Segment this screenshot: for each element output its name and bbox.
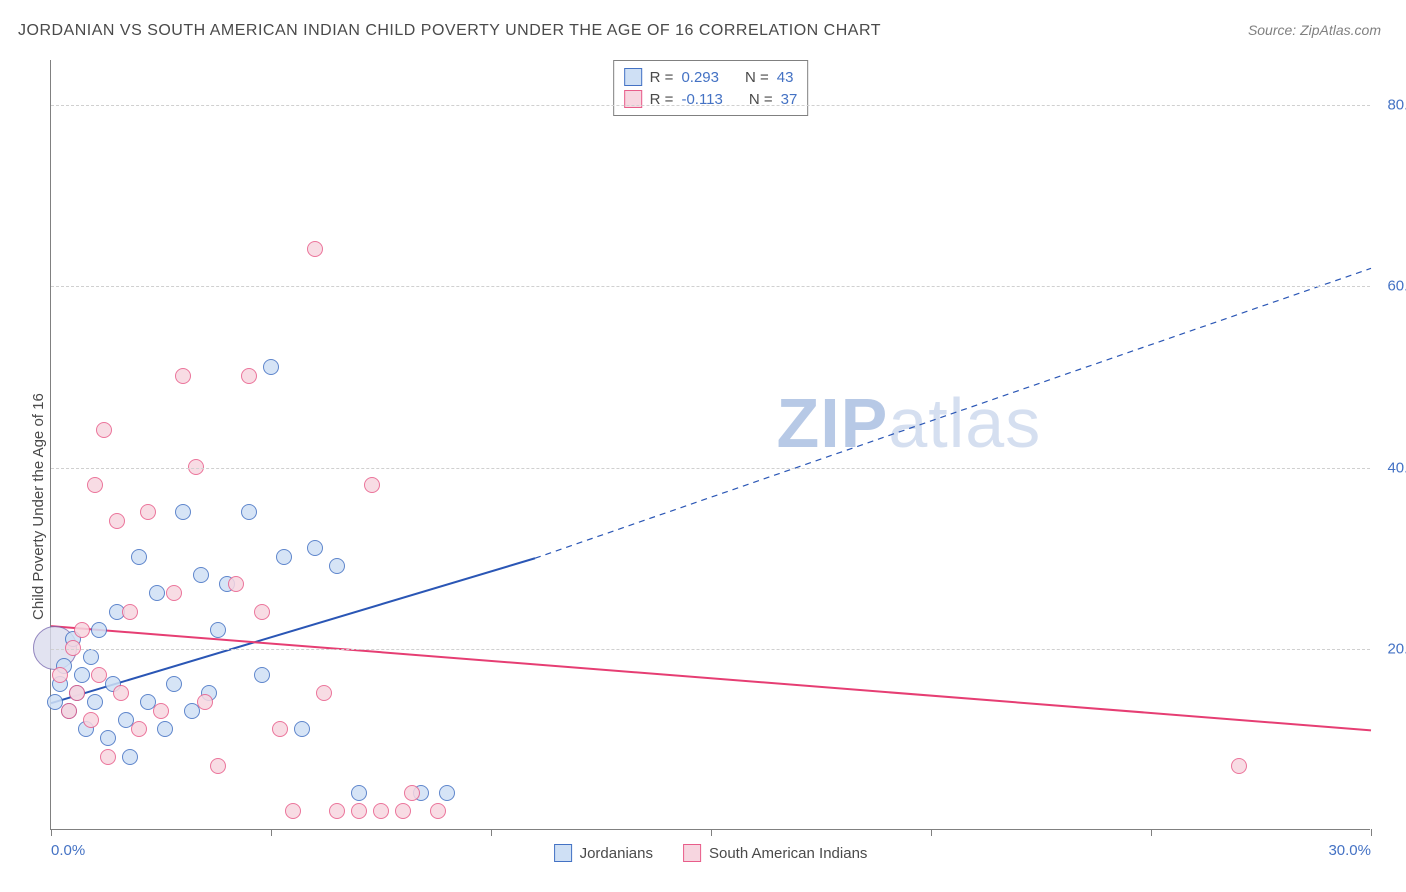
data-point-jordanians [149, 585, 165, 601]
data-point-south_american_indians [109, 513, 125, 529]
data-point-jordanians [329, 558, 345, 574]
data-point-south_american_indians [395, 803, 411, 819]
x-tick-label: 0.0% [51, 842, 85, 859]
data-point-jordanians [175, 504, 191, 520]
gridline [51, 286, 1370, 287]
data-point-jordanians [122, 749, 138, 765]
data-point-jordanians [166, 676, 182, 692]
trendline-jordanians [51, 558, 535, 703]
legend-label: South American Indians [709, 845, 867, 862]
data-point-jordanians [131, 549, 147, 565]
y-tick-label: 60.0% [1387, 278, 1406, 295]
swatch-jordanians [554, 844, 572, 862]
data-point-south_american_indians [1231, 758, 1247, 774]
data-point-south_american_indians [404, 785, 420, 801]
gridline [51, 105, 1370, 106]
data-point-south_american_indians [351, 803, 367, 819]
data-point-jordanians [294, 721, 310, 737]
data-point-south_american_indians [285, 803, 301, 819]
y-tick-label: 80.0% [1387, 97, 1406, 114]
source-label: Source: ZipAtlas.com [1248, 22, 1381, 38]
data-point-south_american_indians [307, 241, 323, 257]
data-point-south_american_indians [131, 721, 147, 737]
data-point-south_american_indians [228, 576, 244, 592]
legend-row-sai: R = -0.113 N = 37 [624, 88, 798, 110]
data-point-jordanians [87, 694, 103, 710]
y-axis-label: Child Poverty Under the Age of 16 [30, 393, 47, 620]
data-point-jordanians [307, 540, 323, 556]
x-tick [271, 829, 272, 836]
swatch-jordanians [624, 68, 642, 86]
data-point-south_american_indians [74, 622, 90, 638]
trendline-extrapolated-jordanians [535, 268, 1371, 558]
data-point-south_american_indians [100, 749, 116, 765]
gridline [51, 468, 1370, 469]
legend-item-jordanians: Jordanians [554, 844, 653, 862]
x-tick [491, 829, 492, 836]
data-point-jordanians [439, 785, 455, 801]
data-point-south_american_indians [364, 477, 380, 493]
data-point-south_american_indians [52, 667, 68, 683]
data-point-south_american_indians [241, 368, 257, 384]
data-point-jordanians [91, 622, 107, 638]
x-tick [1371, 829, 1372, 836]
data-point-south_american_indians [91, 667, 107, 683]
n-label: N = [745, 69, 769, 86]
r-value: 0.293 [681, 69, 719, 86]
data-point-south_american_indians [140, 504, 156, 520]
r-label: R = [650, 69, 674, 86]
data-point-jordanians [193, 567, 209, 583]
data-point-south_american_indians [210, 758, 226, 774]
y-tick-label: 20.0% [1387, 640, 1406, 657]
data-point-south_american_indians [430, 803, 446, 819]
legend-row-jordanians: R = 0.293 N = 43 [624, 66, 798, 88]
data-point-south_american_indians [254, 604, 270, 620]
data-point-jordanians [276, 549, 292, 565]
data-point-south_american_indians [329, 803, 345, 819]
data-point-south_american_indians [87, 477, 103, 493]
data-point-south_american_indians [166, 585, 182, 601]
data-point-jordanians [210, 622, 226, 638]
data-point-south_american_indians [197, 694, 213, 710]
data-point-south_american_indians [96, 422, 112, 438]
x-tick [1151, 829, 1152, 836]
data-point-south_american_indians [122, 604, 138, 620]
gridline [51, 649, 1370, 650]
x-tick-label: 30.0% [1328, 842, 1371, 859]
data-point-south_american_indians [175, 368, 191, 384]
data-point-jordanians [263, 359, 279, 375]
plot-area: ZIPatlas R = 0.293 N = 43 R = -0.113 N =… [50, 60, 1370, 830]
n-value: 43 [777, 69, 794, 86]
data-point-south_american_indians [316, 685, 332, 701]
x-tick [51, 829, 52, 836]
trendline-south_american_indians [51, 626, 1371, 730]
legend-label: Jordanians [580, 845, 653, 862]
data-point-jordanians [100, 730, 116, 746]
legend-item-sai: South American Indians [683, 844, 867, 862]
x-tick [931, 829, 932, 836]
data-point-south_american_indians [153, 703, 169, 719]
data-point-south_american_indians [83, 712, 99, 728]
data-point-south_american_indians [272, 721, 288, 737]
x-tick [711, 829, 712, 836]
swatch-sai [683, 844, 701, 862]
data-point-south_american_indians [61, 703, 77, 719]
data-point-jordanians [351, 785, 367, 801]
data-point-jordanians [241, 504, 257, 520]
correlation-legend: R = 0.293 N = 43 R = -0.113 N = 37 [613, 60, 809, 116]
chart-title: JORDANIAN VS SOUTH AMERICAN INDIAN CHILD… [18, 22, 881, 40]
data-point-jordanians [74, 667, 90, 683]
trend-lines-layer [51, 60, 1370, 829]
data-point-south_american_indians [113, 685, 129, 701]
y-tick-label: 40.0% [1387, 459, 1406, 476]
data-point-jordanians [83, 649, 99, 665]
data-point-south_american_indians [69, 685, 85, 701]
data-point-jordanians [254, 667, 270, 683]
series-legend: Jordanians South American Indians [554, 844, 868, 862]
data-point-south_american_indians [373, 803, 389, 819]
data-point-jordanians [157, 721, 173, 737]
